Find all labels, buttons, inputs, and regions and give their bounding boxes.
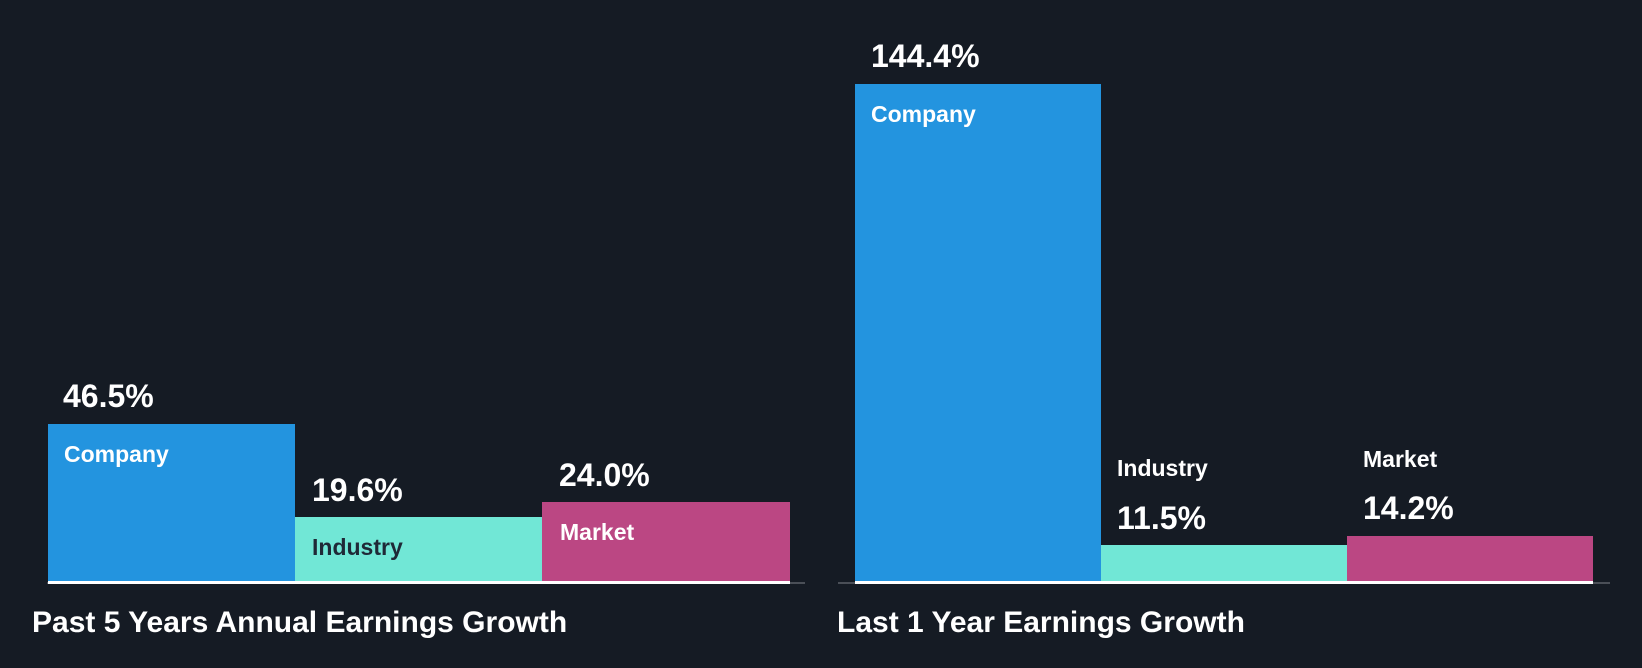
bar-market bbox=[1347, 536, 1593, 584]
company-label: Company bbox=[871, 101, 976, 127]
industry-value: 11.5% bbox=[1117, 500, 1206, 536]
company-value: 144.4% bbox=[871, 38, 980, 74]
market-label: Market bbox=[1363, 446, 1438, 472]
industry-label: Industry bbox=[312, 534, 403, 560]
industry-label: Industry bbox=[1117, 455, 1208, 481]
chart-title-left: Past 5 Years Annual Earnings Growth bbox=[32, 606, 568, 639]
market-value: 14.2% bbox=[1363, 490, 1454, 526]
industry-value: 19.6% bbox=[312, 472, 403, 508]
company-label: Company bbox=[64, 441, 169, 467]
market-value: 24.0% bbox=[559, 457, 650, 493]
bar-company bbox=[855, 84, 1101, 584]
market-label: Market bbox=[560, 519, 635, 545]
chart-title-right: Last 1 Year Earnings Growth bbox=[837, 606, 1245, 639]
bar-industry bbox=[295, 517, 542, 584]
bar-market bbox=[542, 502, 790, 584]
bar-company bbox=[48, 424, 295, 584]
company-value: 46.5% bbox=[63, 378, 154, 414]
bar-industry bbox=[1101, 545, 1347, 584]
